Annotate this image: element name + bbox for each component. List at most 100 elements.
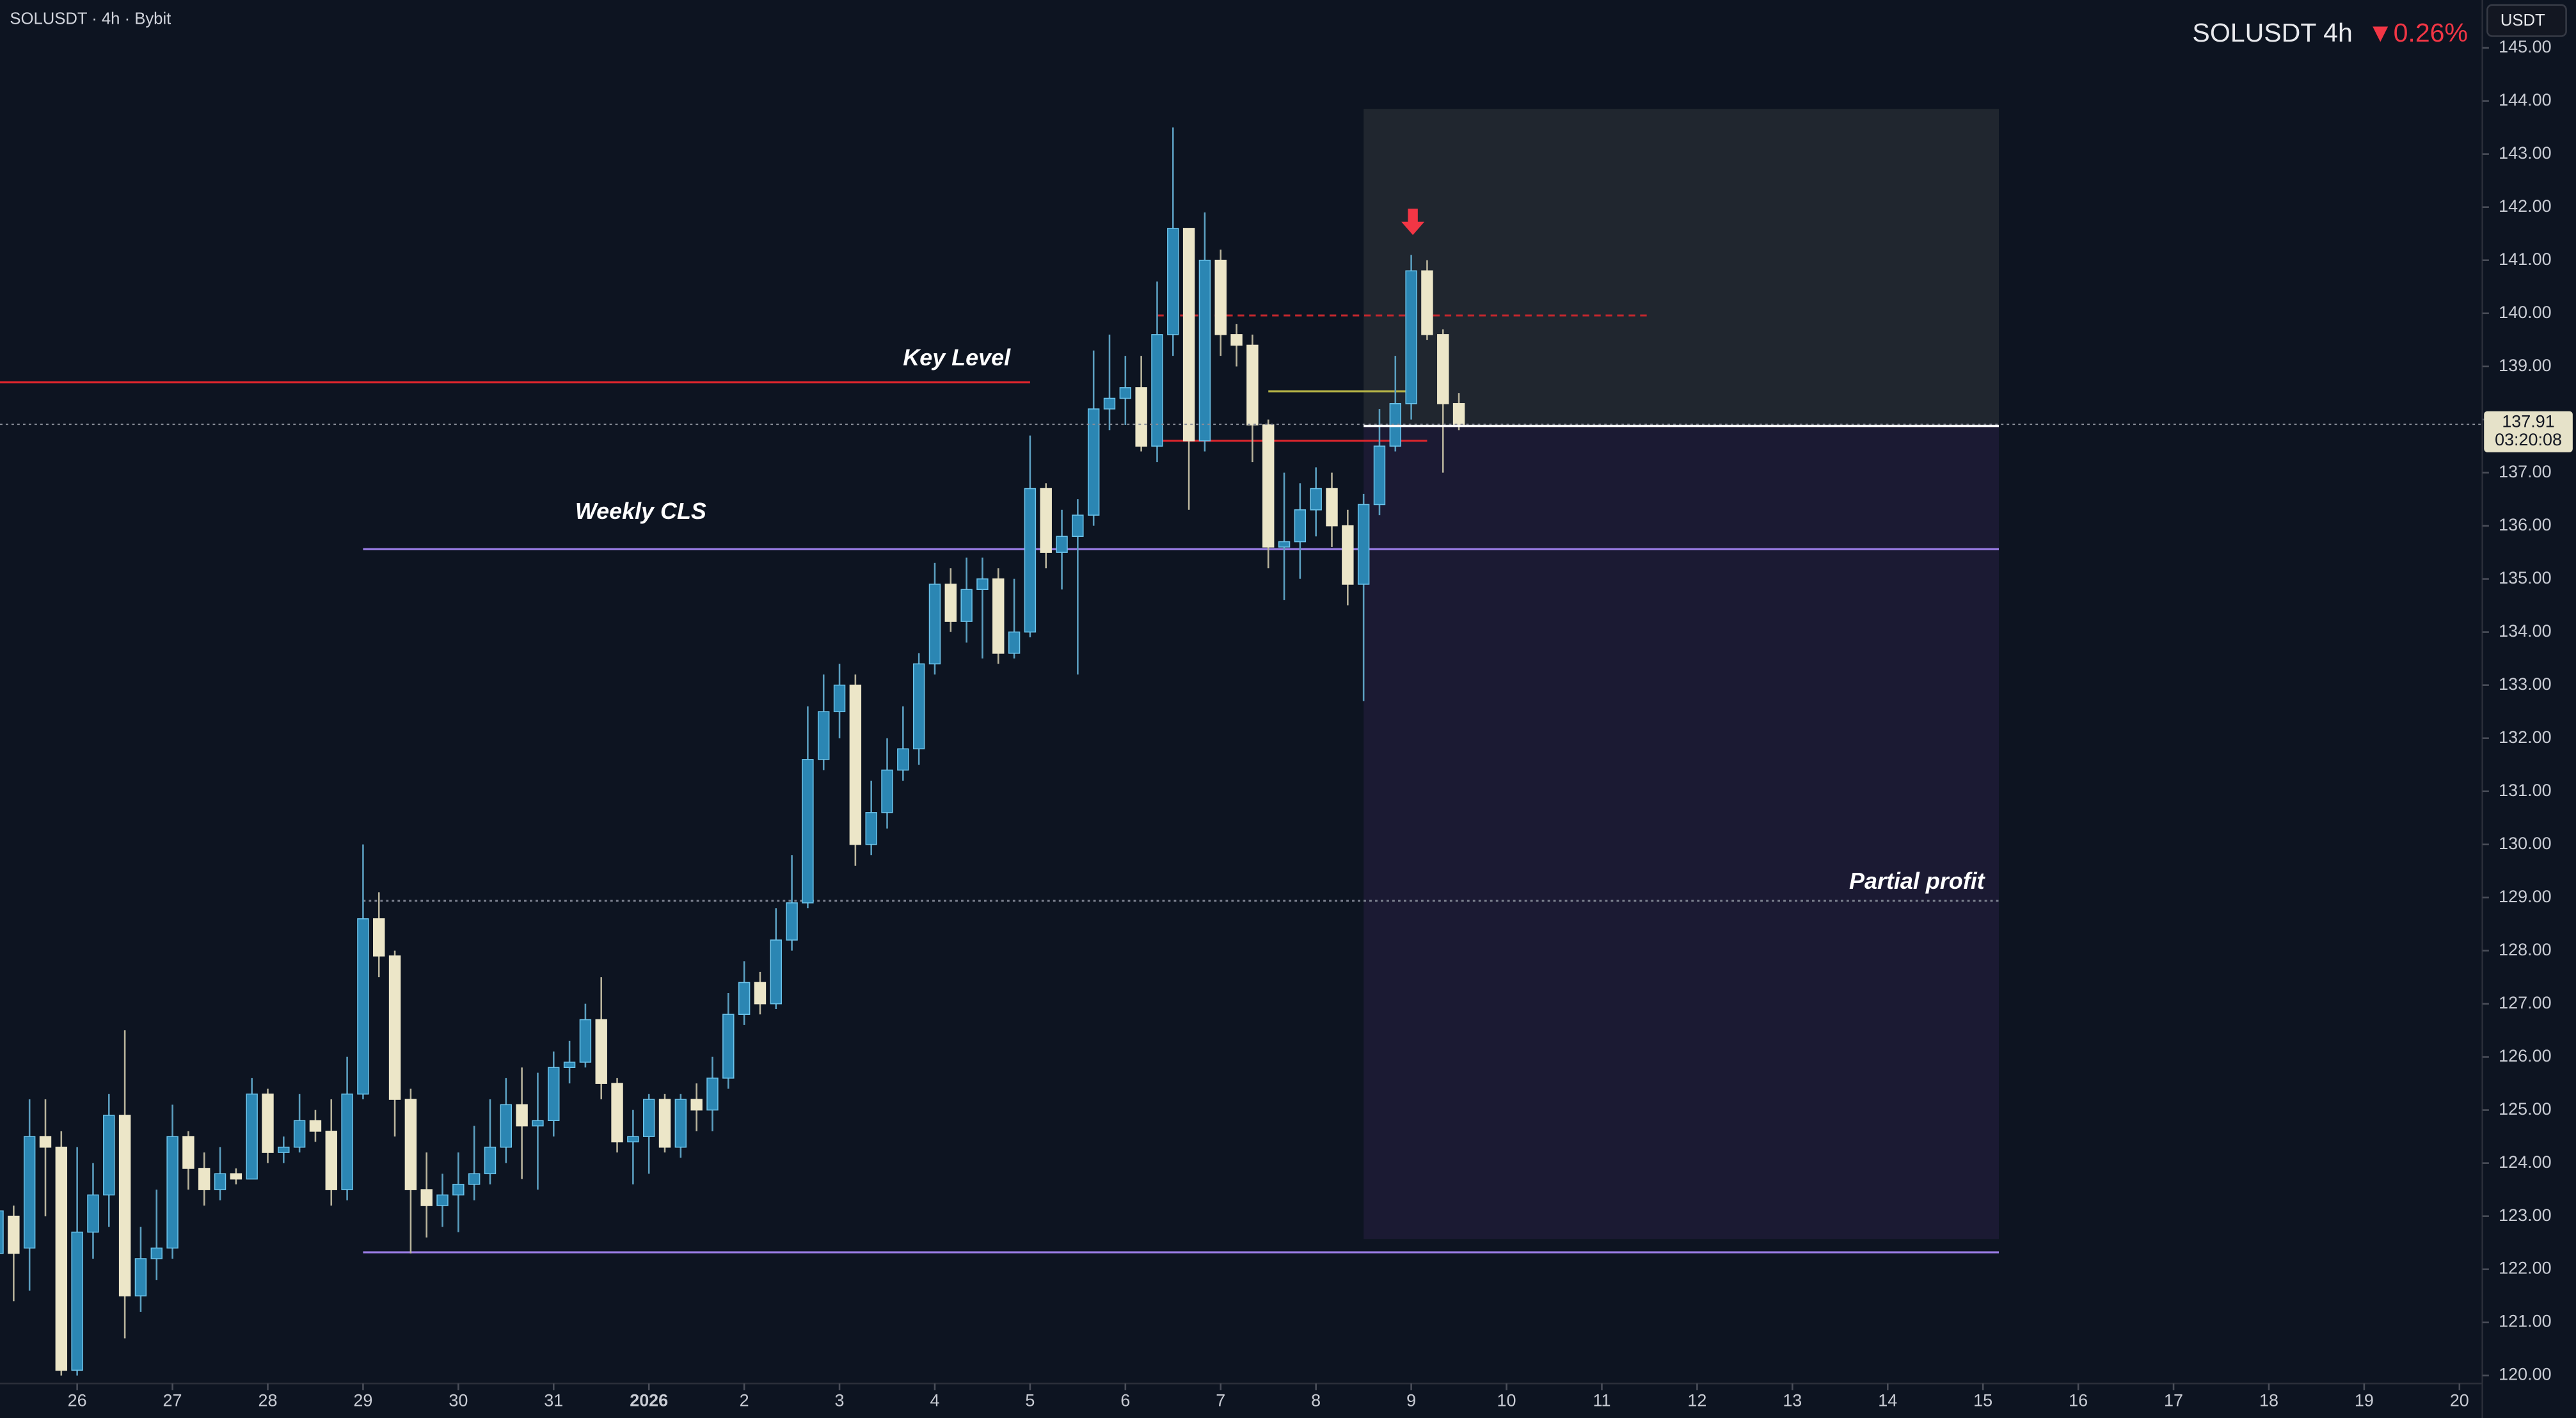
y-tick-label: 136.00 [2499,515,2551,534]
candle-body [548,1067,560,1122]
candle-body [674,1099,687,1148]
x-tick-label: 16 [2069,1390,2088,1410]
symbol-header: SOLUSDT 4h [2192,18,2352,47]
y-tick-label: 133.00 [2499,674,2551,694]
level-label: Weekly CLS [575,498,706,524]
candle-body [0,1210,4,1254]
position-risk-zone [1364,109,2000,426]
y-tick-label: 142.00 [2499,196,2551,216]
x-tick-label: 12 [1687,1390,1706,1410]
last-price-label: 137.91 [2502,412,2554,431]
candle-body [198,1168,211,1190]
candle-body [8,1215,20,1254]
axis-layer: 120.00 121.00 122.00 123.00 124.00 125.00 126.… [68,37,2573,1410]
candle-body [976,578,989,591]
candle-body [802,759,814,904]
last-price-box [2484,411,2573,452]
candle-body [357,918,369,1095]
signal-arrow [1401,209,1425,235]
candle-body [1421,270,1433,335]
candle-body [1135,387,1147,447]
x-tick-label: 11 [1593,1390,1610,1410]
x-tick-label: 30 [449,1390,468,1410]
candle-body [849,684,862,845]
candle-body [1008,631,1021,654]
candle-body [484,1146,497,1175]
candle-body [87,1194,99,1233]
y-tick-label: 131.00 [2499,781,2551,800]
candle-body [230,1173,242,1180]
candle-body [182,1136,195,1169]
y-tick-label: 134.00 [2499,621,2551,641]
y-tick-label: 140.00 [2499,303,2551,322]
candle-body [71,1231,83,1371]
level-label: Partial profit [1849,868,1986,894]
unit-label[interactable]: USDT [2500,12,2545,29]
candle-body [563,1062,576,1069]
candle-body [690,1099,703,1111]
x-tick-label: 19 [2355,1390,2374,1410]
candle-body [1230,334,1243,346]
y-tick-label: 128.00 [2499,940,2551,959]
candle-body [833,684,846,712]
candle-body [1087,408,1100,516]
background-layer [1364,109,2000,1239]
y-tick-label: 137.00 [2499,462,2551,481]
candle-body [373,918,385,957]
x-tick-label: 7 [1216,1390,1225,1410]
x-tick-label: 18 [2259,1390,2278,1410]
y-tick-label: 125.00 [2499,1099,2551,1119]
candle-body [134,1258,147,1296]
chart-title: SOLUSDT · 4h · Bybit [10,10,171,28]
candle-body [1373,445,1386,506]
candle-body [1119,387,1132,399]
candle-body [722,1014,735,1079]
candle-body [944,584,957,622]
candle-body [1437,334,1449,404]
y-tick-label: 144.00 [2499,90,2551,109]
candle-body [706,1078,719,1111]
candle-body [1151,334,1163,447]
candle-body [1310,488,1322,511]
candle-body [55,1146,68,1371]
position-reward-zone [1364,426,2000,1239]
candle-body [738,982,751,1016]
level-label: Key Level [903,344,1011,370]
y-tick-label: 130.00 [2499,834,2551,853]
x-tick-label: 14 [1878,1390,1897,1410]
candle-body [1072,514,1084,538]
candle-body [436,1194,449,1206]
y-tick-label: 123.00 [2499,1206,2551,1225]
y-tick-label: 120.00 [2499,1365,2551,1384]
x-tick-label: 29 [353,1390,372,1410]
x-tick-label: 6 [1120,1390,1130,1410]
change-percent: ▼0.26% [2367,18,2468,47]
x-tick-label: 31 [544,1390,563,1410]
candle-body [452,1184,465,1196]
candle-body [1405,270,1417,404]
x-tick-label: 4 [930,1390,939,1410]
x-tick-label: 28 [258,1390,277,1410]
candle-body [516,1104,528,1127]
candle-body [214,1173,227,1190]
candle-body [150,1247,163,1259]
countdown-label: 03:20:08 [2495,430,2562,449]
y-tick-label: 129.00 [2499,887,2551,906]
candle-body [1357,504,1370,585]
candle-body [928,584,941,665]
candle-body [1214,259,1227,335]
y-tick-label: 126.00 [2499,1046,2551,1065]
unit-box[interactable] [2486,4,2567,37]
x-tick-label: 17 [2164,1390,2183,1410]
y-tick-label: 135.00 [2499,568,2551,587]
candle-body [1326,488,1338,527]
x-tick-label: 13 [1783,1390,1802,1410]
candle-body [468,1173,481,1185]
x-tick-label: 10 [1497,1390,1516,1410]
candle-body [246,1093,258,1180]
candle-body [1182,228,1195,442]
x-tick-label: 5 [1025,1390,1035,1410]
candle-body [897,748,909,771]
y-tick-label: 143.00 [2499,143,2551,163]
